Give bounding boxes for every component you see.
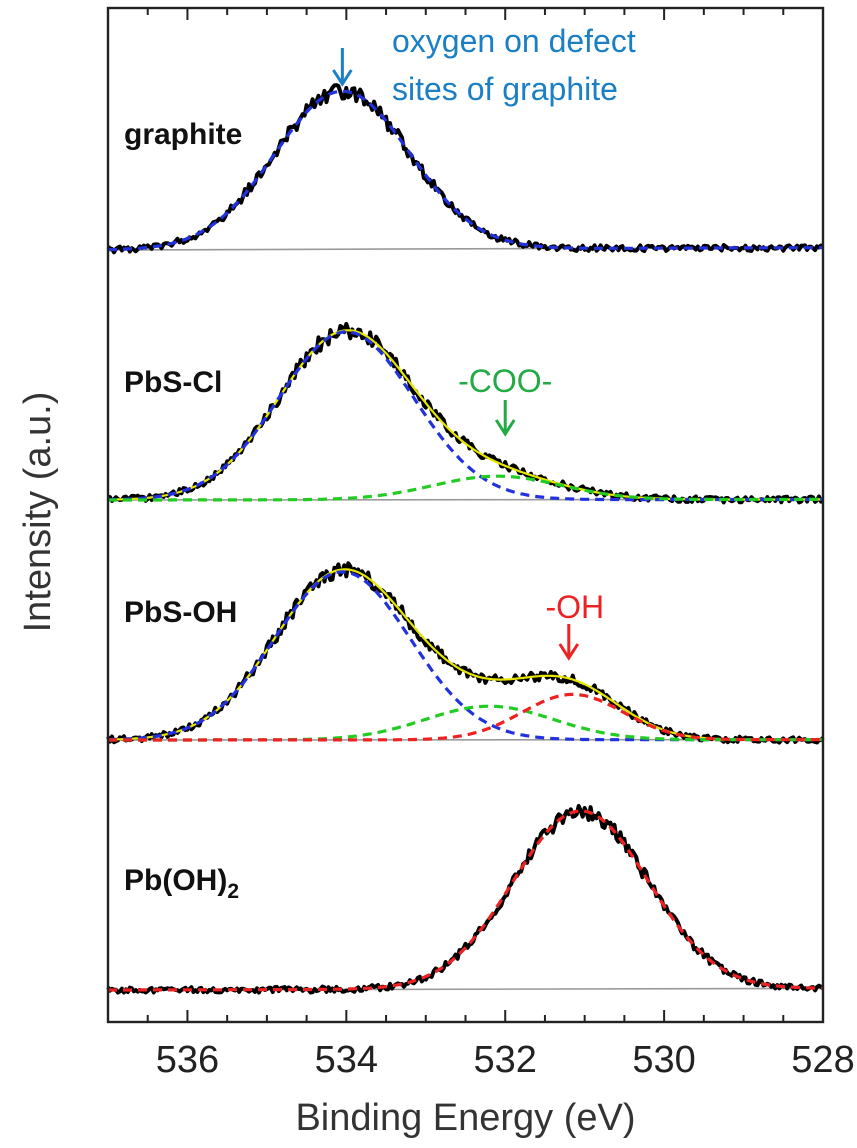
x-tick-label: 536 [156,1039,219,1081]
panel-label-subscript: 2 [227,880,239,903]
x-tick-label: 530 [632,1039,695,1081]
measured-spectrum-3 [106,561,825,745]
panel-label-main: PbS-OH [124,596,237,629]
panel-label-main: PbS-Cl [124,366,222,399]
x-tick-label: 528 [791,1039,854,1081]
x-tick-label: 532 [474,1039,537,1081]
fit-component-4-1 [108,809,823,992]
arrow-down-icon [494,419,516,437]
fit-component-1-1 [108,89,823,252]
y-axis-title: Intensity (a.u.) [17,392,59,633]
panel-2: PbS-Cl -COO- [107,322,824,505]
annotation-text: sites of graphite [392,71,618,107]
panel-label-1: graphite [124,118,242,151]
arrow-down-icon [332,69,353,87]
x-tick-label: 534 [315,1039,378,1081]
panel-label-main: Pb(OH) [124,864,227,897]
annotation-text: oxygen on defect [392,23,636,59]
measured-spectrum-4 [106,804,825,995]
panel-4: Pb(OH)2 [106,804,825,995]
fit-component-3-3 [108,692,823,742]
x-axis: 536 534 532 530 528 [107,8,855,1081]
panel-label-4: Pb(OH)2 [124,864,239,903]
panel-label-2: PbS-Cl [124,366,222,399]
annotation-2-1: -COO- [458,363,552,437]
panel-label-3: PbS-OH [124,596,237,629]
fit-envelope-3 [108,568,823,741]
annotation-text: -OH [545,589,604,625]
fit-component-2-1 [107,330,823,502]
annotation-1-1: oxygen on defect sites of graphite [332,23,636,107]
measured-spectrum-1 [106,83,824,255]
annotation-text: -COO- [458,363,552,399]
plot-area: graphite oxygen on defect sites of graphit… [106,23,825,995]
arrow-down-icon [558,643,580,661]
panel-3: PbS-OH -OH [106,561,825,745]
panel-label-main: graphite [124,118,242,151]
fit-component-3-2 [108,704,823,742]
panel-1: graphite oxygen on defect sites of graphit… [106,23,824,255]
x-axis-title: Binding Energy (eV) [295,1097,635,1139]
annotation-3-1: -OH [545,589,604,661]
